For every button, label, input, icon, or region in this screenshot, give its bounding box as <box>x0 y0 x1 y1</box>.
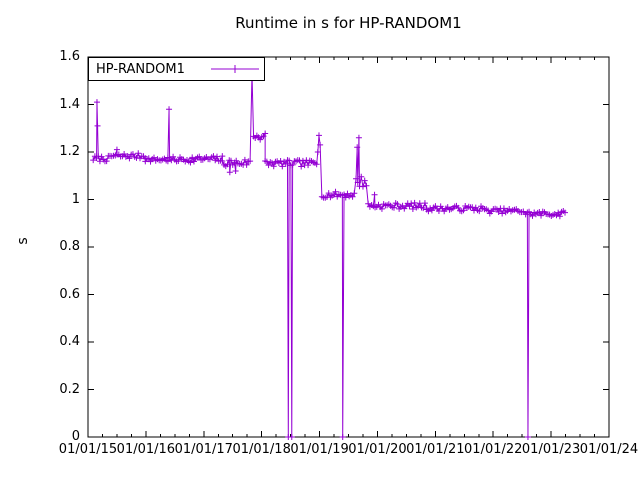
legend-sample-line <box>211 65 259 73</box>
legend-box: HP-RANDOM1 <box>88 57 265 81</box>
y-tick-label: 1.6 <box>59 49 80 64</box>
y-tick-label: 0.8 <box>59 239 80 254</box>
x-tick-label: 01/01/15 <box>58 442 118 457</box>
y-tick-label: 0.2 <box>59 381 80 397</box>
x-tick-label: 01/01/20 <box>348 442 407 457</box>
x-tick-label: 01/01/21 <box>406 442 465 457</box>
y-tick-label: 0.4 <box>59 334 80 349</box>
chart-title: Runtime in s for HP-RANDOM1 <box>235 14 462 32</box>
x-tick-label: 01/01/18 <box>232 442 291 457</box>
y-tick-label: 1.4 <box>59 96 80 112</box>
series-line <box>92 73 566 438</box>
legend-label: HP-RANDOM1 <box>96 61 185 77</box>
x-tick-label: 01/01/19 <box>290 442 349 457</box>
x-tick-label: 01/01/24 <box>579 442 639 457</box>
x-tick-label: 01/01/17 <box>174 442 233 457</box>
plot-border <box>87 56 610 438</box>
y-tick-label: 1.2 <box>59 144 80 159</box>
y-tick-label: 0.6 <box>59 286 80 302</box>
x-tick-label: 01/01/22 <box>464 442 523 457</box>
legend-sample-glyph <box>211 65 259 73</box>
axis-ticks <box>87 56 610 438</box>
x-tick-label: 01/01/23 <box>521 442 581 457</box>
x-tick-label: 01/01/16 <box>116 442 176 457</box>
y-tick-label: 1 <box>71 191 80 207</box>
y-tick-label: 0 <box>71 429 80 444</box>
series-plus-markers <box>90 70 568 440</box>
